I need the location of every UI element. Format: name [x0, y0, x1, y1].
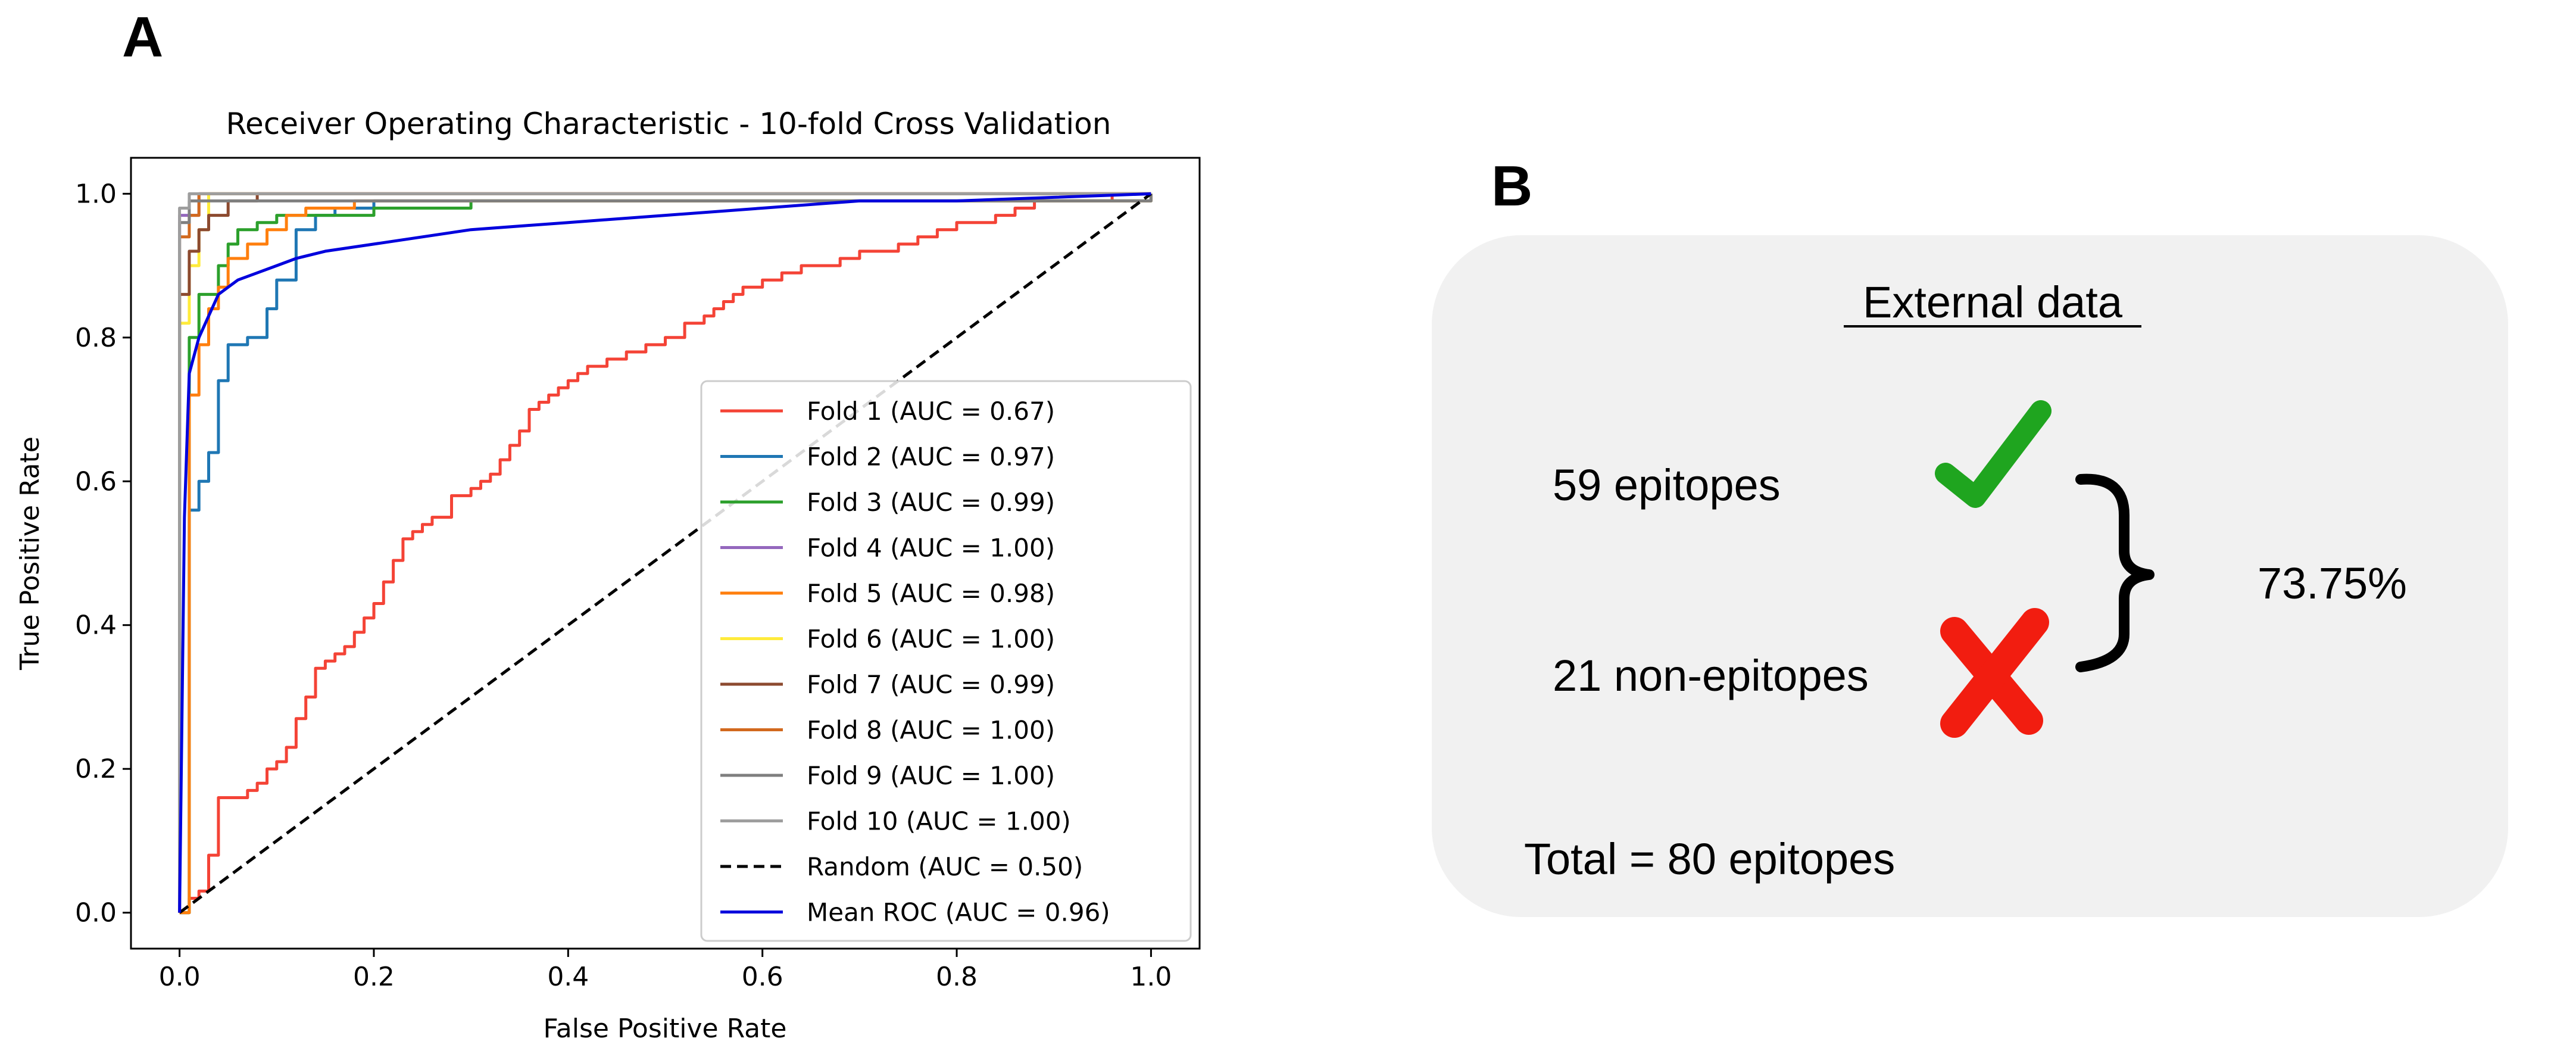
y-tick-label: 0.6 — [75, 466, 117, 497]
cross-icon — [1940, 608, 2049, 738]
x-tick-label: 0.0 — [159, 962, 201, 992]
legend-label-11: Random (AUC = 0.50) — [807, 852, 1083, 881]
series-line-3 — [179, 194, 1153, 915]
chart-title: Receiver Operating Characteristic - 10-f… — [226, 107, 1111, 141]
y-axis-ticks: 0.0 0.2 0.4 0.6 0.8 1.0 — [75, 179, 131, 928]
series-line-10 — [178, 192, 1151, 913]
legend-label-2: Fold 2 (AUC = 0.97) — [807, 442, 1055, 472]
legend-box — [700, 380, 1192, 942]
y-axis-label: True Positive Rate — [15, 436, 45, 671]
legend-label-10: Fold 10 (AUC = 1.00) — [807, 807, 1071, 836]
x-tick-label: 0.2 — [353, 962, 395, 992]
epitopes-count: 59 epitopes — [1553, 460, 1781, 510]
panel-b-label: B — [1491, 154, 1532, 218]
legend-label-3: Fold 3 (AUC = 0.99) — [807, 488, 1055, 517]
legend-label-7: Fold 7 (AUC = 0.99) — [807, 670, 1055, 699]
total-epitopes: Total = 80 epitopes — [1524, 834, 1895, 884]
card-background — [1432, 235, 2508, 917]
x-tick-label: 0.4 — [547, 962, 589, 992]
y-tick-label: 1.0 — [75, 179, 117, 209]
panel-a-label: A — [122, 5, 163, 69]
legend-label-4: Fold 4 (AUC = 1.00) — [807, 534, 1055, 563]
legend-label-5: Fold 5 (AUC = 0.98) — [807, 579, 1055, 608]
x-tick-label: 0.8 — [936, 962, 978, 992]
legend-label-9: Fold 9 (AUC = 1.00) — [807, 761, 1055, 790]
check-icon — [1935, 400, 2052, 508]
curly-brace-icon — [2075, 473, 2155, 672]
chart-lines — [178, 192, 1153, 915]
legend-label-1: Fold 1 (AUC = 0.67) — [807, 397, 1055, 426]
x-tick-label: 1.0 — [1130, 962, 1172, 992]
series-line-1 — [179, 192, 1151, 915]
legend-label-8: Fold 8 (AUC = 1.00) — [807, 716, 1055, 745]
series-line-11 — [179, 192, 1152, 914]
series-line-2 — [179, 194, 1153, 915]
series-line-5 — [179, 194, 1153, 915]
x-tick-label: 0.6 — [742, 962, 783, 992]
x-axis-ticks: 0.0 0.2 0.4 0.6 0.8 1.0 — [159, 949, 1172, 992]
series-line-12 — [178, 192, 1151, 913]
summary-card: External data 59 epitopes 21 non-epitope… — [1432, 235, 2508, 917]
y-tick-label: 0.4 — [75, 610, 117, 641]
accuracy-percentage: 73.75% — [2257, 559, 2407, 608]
y-tick-label: 0.2 — [75, 754, 117, 784]
card-heading: External data — [1863, 277, 2123, 327]
non-epitopes-count: 21 non-epitopes — [1553, 651, 1869, 700]
chart-legend: Fold 1 (AUC = 0.67) Fold 2 (AUC = 0.97) Fo… — [700, 380, 1192, 942]
y-tick-label: 0.8 — [75, 323, 117, 353]
legend-label-12: Mean ROC (AUC = 0.96) — [807, 898, 1110, 927]
legend-label-6: Fold 6 (AUC = 1.00) — [807, 625, 1055, 654]
x-axis-label: False Positive Rate — [544, 1014, 787, 1044]
plot-frame — [130, 157, 1201, 950]
roc-chart: Receiver Operating Characteristic - 10-f… — [15, 107, 1201, 1044]
y-tick-label: 0.0 — [75, 898, 117, 928]
